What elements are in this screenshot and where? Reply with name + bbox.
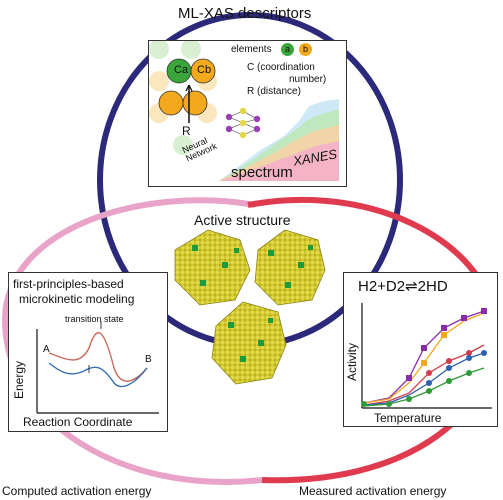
- bond-label: R: [182, 124, 191, 138]
- atom-label-a: Ca: [174, 64, 189, 76]
- descriptor-panel: Ca Cb R elements a b C (coordination num…: [148, 40, 347, 187]
- microkinetic-title-2: microkinetic modeling: [19, 292, 135, 306]
- microkinetic-title-1: first-principles-based: [13, 277, 124, 291]
- element-badge-a: a: [281, 43, 294, 56]
- state-label-b: B: [145, 354, 152, 365]
- energy-axis-label: Energy: [12, 360, 26, 399]
- energy-curve-blue: [48, 362, 148, 388]
- pink-ring: [1, 197, 263, 485]
- measured-activation-label: Measured activation energy: [299, 484, 447, 498]
- activity-axis-label: Activity: [345, 342, 359, 381]
- activity-panel: H2+D2⇌2HD: [343, 272, 498, 427]
- spectrum-label: spectrum: [231, 164, 293, 181]
- transition-state-label: transition state: [65, 314, 124, 324]
- energy-curve-red: [48, 332, 148, 382]
- coordination-label-1: C (coordination: [247, 62, 315, 73]
- atom-label-b: Cb: [197, 64, 212, 76]
- temperature-axis-label: Temperature: [374, 411, 442, 425]
- computed-activation-label: Computed activation energy: [2, 484, 152, 498]
- neural-network-icon: [225, 107, 261, 139]
- element-badge-b: b: [299, 43, 312, 56]
- microkinetic-panel: first-principles-based microkinetic mode…: [8, 272, 168, 432]
- activity-markers: [361, 308, 487, 407]
- double-arrow-icon: [88, 321, 102, 373]
- xanes-spectrum-icon: [219, 99, 339, 181]
- reaction-coordinate-label: Reaction Coordinate: [23, 415, 133, 429]
- diagram-title: ML-XAS descriptors: [178, 5, 312, 22]
- atom-cluster-icon: [149, 41, 217, 155]
- activity-series-red: [363, 344, 485, 406]
- coordination-label-2: number): [289, 74, 327, 85]
- elements-label: elements: [231, 44, 272, 55]
- distance-label: R (distance): [247, 86, 301, 97]
- reaction-equation: H2+D2⇌2HD: [358, 278, 448, 295]
- activity-series-purple: [363, 310, 485, 404]
- active-structure-title: Active structure: [194, 212, 291, 228]
- state-label-a: A: [43, 344, 50, 355]
